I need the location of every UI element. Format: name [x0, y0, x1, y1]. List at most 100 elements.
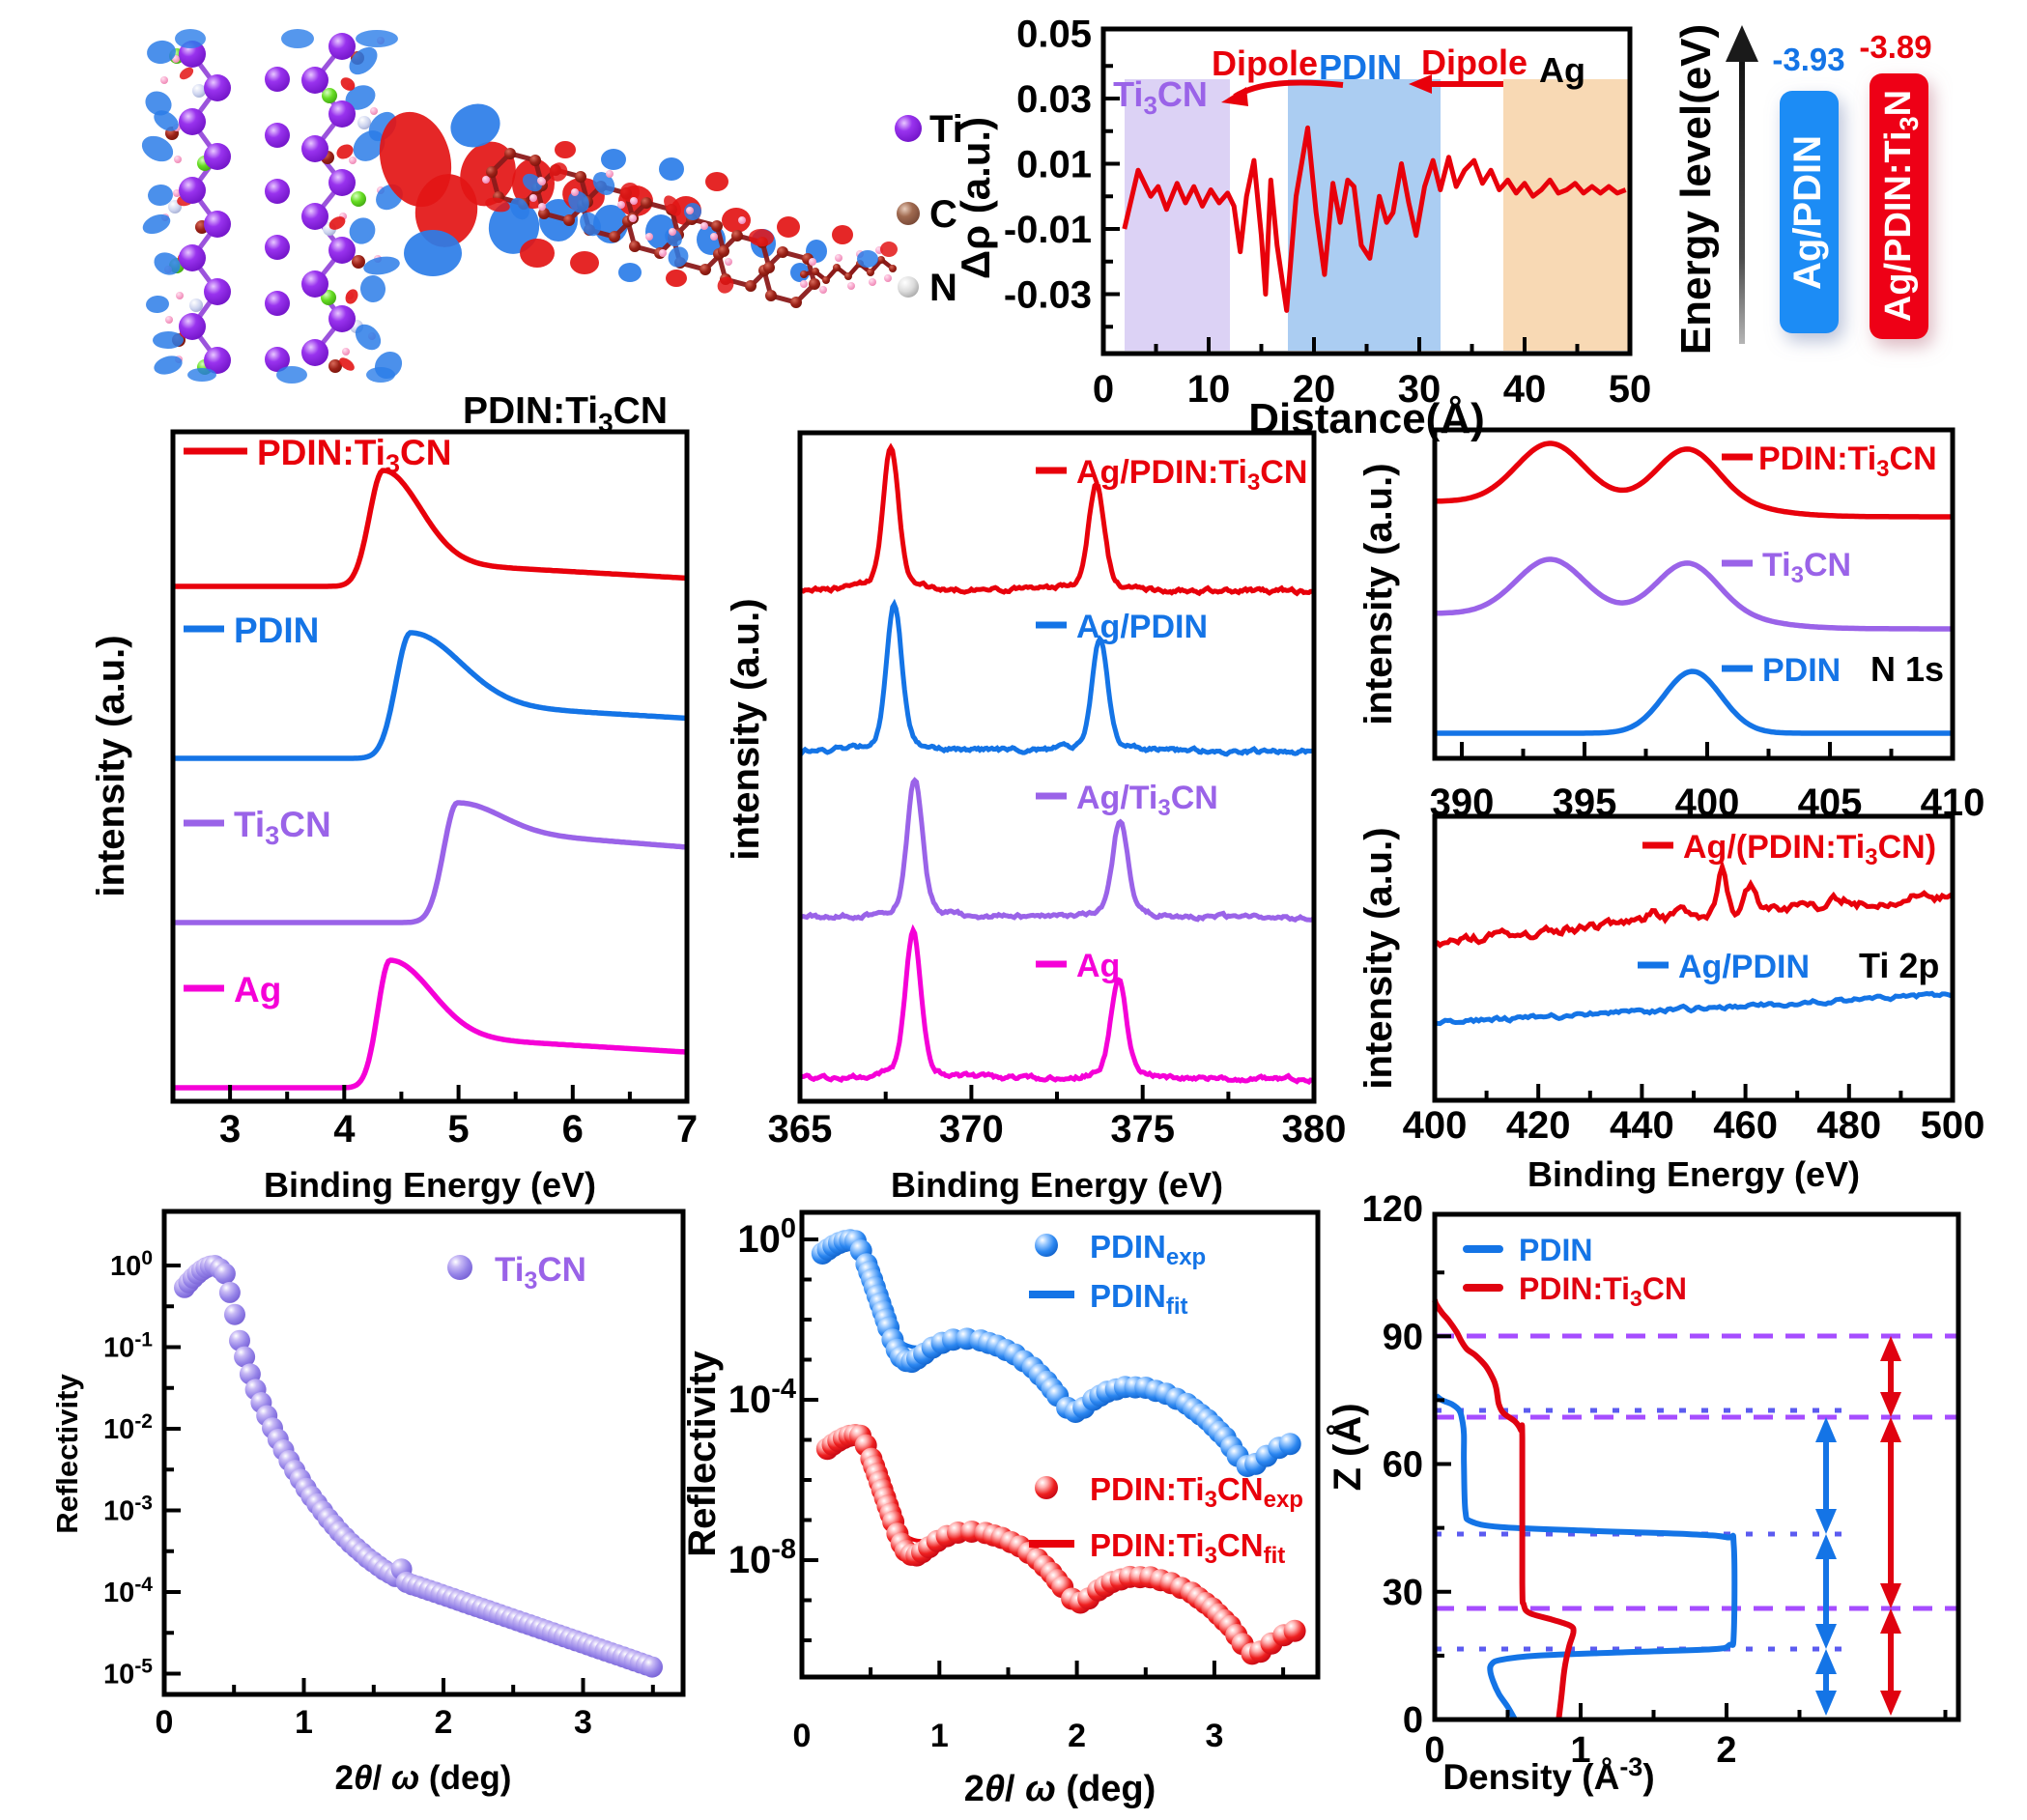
- svg-text:10-4: 10-4: [728, 1374, 796, 1421]
- svg-text:Reflectivity: Reflectivity: [50, 1374, 84, 1534]
- svg-text:50: 50: [1609, 368, 1652, 411]
- svg-text:C: C: [929, 193, 957, 236]
- svg-text:4: 4: [333, 1108, 356, 1151]
- svg-text:Dipole: Dipole: [1212, 43, 1318, 83]
- svg-text:365: 365: [768, 1108, 833, 1151]
- svg-text:420: 420: [1506, 1104, 1571, 1147]
- svg-text:PDIN:Ti3CN: PDIN:Ti3CN: [1519, 1271, 1687, 1311]
- svg-text:3: 3: [574, 1704, 592, 1741]
- svg-text:0: 0: [1403, 1700, 1423, 1741]
- svg-text:-3.89: -3.89: [1859, 29, 1931, 65]
- svg-text:Ag/PDIN: Ag/PDIN: [1076, 609, 1208, 645]
- svg-text:Binding Energy (eV): Binding Energy (eV): [1527, 1154, 1860, 1194]
- svg-text:Ti 2p: Ti 2p: [1859, 946, 1939, 985]
- svg-text:2: 2: [435, 1704, 453, 1741]
- svg-text:intensity (a.u.): intensity (a.u.): [1357, 827, 1400, 1089]
- svg-text:0.01: 0.01: [1016, 144, 1092, 186]
- svg-text:Dipole: Dipole: [1421, 43, 1527, 82]
- svg-text:10-8: 10-8: [728, 1534, 796, 1581]
- svg-text:370: 370: [939, 1108, 1004, 1151]
- svg-text:5: 5: [447, 1108, 469, 1151]
- svg-text:Ti: Ti: [929, 108, 963, 151]
- svg-text:40: 40: [1503, 368, 1547, 411]
- svg-text:Ag/Ti3CN: Ag/Ti3CN: [1076, 780, 1218, 821]
- svg-text:10-4: 10-4: [103, 1574, 153, 1608]
- svg-text:Δρ (a.u.): Δρ (a.u.): [953, 117, 998, 279]
- svg-text:7: 7: [676, 1108, 698, 1151]
- svg-text:intensity (a.u.): intensity (a.u.): [90, 635, 132, 896]
- svg-text:PDIN:Ti3CN: PDIN:Ti3CN: [257, 433, 451, 478]
- svg-text:500: 500: [1921, 1104, 1985, 1147]
- svg-text:intensity (a.u.): intensity (a.u.): [725, 598, 767, 860]
- svg-text:Density (Å-3): Density (Å-3): [1442, 1752, 1654, 1797]
- svg-text:10: 10: [1187, 368, 1231, 411]
- svg-text:Ti3CN: Ti3CN: [495, 1251, 586, 1294]
- svg-text:PDINexp: PDINexp: [1090, 1229, 1206, 1270]
- svg-text:0.05: 0.05: [1016, 14, 1092, 56]
- svg-text:460: 460: [1713, 1104, 1778, 1147]
- svg-text:0: 0: [1424, 1730, 1444, 1771]
- svg-text:1: 1: [1570, 1730, 1590, 1771]
- svg-text:90: 90: [1383, 1317, 1423, 1357]
- svg-text:Energy level(eV): Energy level(eV): [1672, 24, 1720, 355]
- svg-text:100: 100: [110, 1247, 153, 1282]
- svg-text:Binding Energy (eV): Binding Energy (eV): [891, 1165, 1223, 1205]
- svg-text:2θ/ ω (deg): 2θ/ ω (deg): [335, 1759, 512, 1797]
- svg-text:30: 30: [1383, 1573, 1423, 1613]
- svg-text:Distance(Å): Distance(Å): [1248, 395, 1485, 442]
- svg-text:400: 400: [1403, 1104, 1468, 1147]
- svg-text:PDIN:Ti3CNfit: PDIN:Ti3CNfit: [1090, 1527, 1285, 1569]
- svg-text:PDIN: PDIN: [1519, 1233, 1592, 1267]
- svg-text:3: 3: [219, 1108, 241, 1151]
- svg-text:120: 120: [1362, 1189, 1423, 1230]
- svg-text:6: 6: [562, 1108, 584, 1151]
- svg-text:Ag/PDIN:Ti3CN: Ag/PDIN:Ti3CN: [1076, 454, 1307, 496]
- svg-text:2: 2: [1068, 1718, 1086, 1754]
- svg-text:-0.01: -0.01: [1004, 209, 1092, 251]
- svg-text:Ti3CN: Ti3CN: [234, 805, 331, 850]
- svg-text:Ag/PDIN:Ti3N: Ag/PDIN:Ti3N: [1878, 90, 1924, 322]
- svg-text:Ti3CN: Ti3CN: [1762, 547, 1851, 588]
- svg-text:0: 0: [156, 1704, 174, 1741]
- svg-text:Ag/PDIN: Ag/PDIN: [1678, 949, 1810, 985]
- svg-text:Reflectivity: Reflectivity: [681, 1351, 724, 1557]
- svg-text:PDINfit: PDINfit: [1090, 1278, 1188, 1320]
- svg-text:PDIN: PDIN: [234, 611, 319, 650]
- svg-text:2θ/ ω (deg): 2θ/ ω (deg): [964, 1769, 1156, 1809]
- svg-text:20: 20: [1293, 368, 1336, 411]
- svg-text:0: 0: [1093, 368, 1114, 411]
- svg-text:2: 2: [1716, 1730, 1736, 1771]
- svg-text:100: 100: [737, 1213, 796, 1261]
- svg-text:1: 1: [930, 1718, 949, 1754]
- svg-text:N: N: [929, 267, 957, 309]
- svg-text:PDIN: PDIN: [1762, 652, 1841, 689]
- svg-text:PDIN:Ti3CN: PDIN:Ti3CN: [1758, 441, 1937, 482]
- svg-text:-3.93: -3.93: [1772, 42, 1844, 77]
- svg-text:1: 1: [295, 1704, 313, 1741]
- svg-text:Binding Energy (eV): Binding Energy (eV): [264, 1165, 596, 1205]
- svg-text:Ti3CN: Ti3CN: [1113, 74, 1208, 120]
- svg-text:-0.03: -0.03: [1004, 274, 1092, 317]
- svg-text:480: 480: [1816, 1104, 1881, 1147]
- svg-text:10-3: 10-3: [103, 1493, 153, 1527]
- svg-text:440: 440: [1610, 1104, 1674, 1147]
- svg-text:30: 30: [1398, 368, 1442, 411]
- svg-text:Ag: Ag: [1076, 948, 1120, 984]
- svg-text:375: 375: [1110, 1108, 1175, 1151]
- svg-text:60: 60: [1383, 1445, 1423, 1486]
- svg-text:10-5: 10-5: [103, 1656, 153, 1691]
- svg-text:Ag: Ag: [1539, 50, 1585, 90]
- svg-text:PDIN: PDIN: [1319, 47, 1402, 87]
- svg-text:0.03: 0.03: [1016, 78, 1092, 121]
- svg-text:3: 3: [1205, 1718, 1223, 1754]
- svg-text:Ag/(PDIN:Ti3CN): Ag/(PDIN:Ti3CN): [1683, 829, 1936, 870]
- svg-text:380: 380: [1282, 1108, 1347, 1151]
- svg-text:PDIN:Ti3CNexp: PDIN:Ti3CNexp: [1090, 1471, 1303, 1513]
- svg-text:N 1s: N 1s: [1870, 649, 1944, 689]
- svg-text:Ag: Ag: [234, 970, 281, 1010]
- svg-text:10-2: 10-2: [103, 1410, 153, 1445]
- svg-text:Z (Å): Z (Å): [1326, 1403, 1369, 1491]
- svg-text:intensity (a.u.): intensity (a.u.): [1357, 463, 1400, 725]
- svg-text:Ag/PDIN: Ag/PDIN: [1786, 135, 1829, 290]
- svg-text:10-1: 10-1: [103, 1329, 153, 1364]
